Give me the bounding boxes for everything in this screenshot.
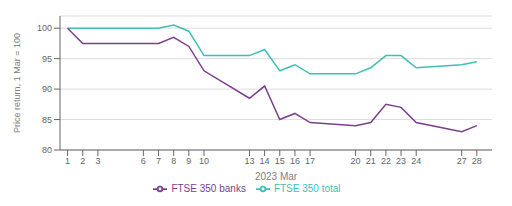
svg-text:16: 16 xyxy=(290,156,300,166)
svg-text:7: 7 xyxy=(156,156,161,166)
svg-text:9: 9 xyxy=(186,156,191,166)
svg-text:23: 23 xyxy=(396,156,406,166)
svg-text:90: 90 xyxy=(42,84,52,94)
svg-text:3: 3 xyxy=(95,156,100,166)
svg-text:10: 10 xyxy=(199,156,209,166)
svg-text:6: 6 xyxy=(141,156,146,166)
svg-text:14: 14 xyxy=(260,156,270,166)
svg-text:80: 80 xyxy=(42,145,52,155)
svg-text:22: 22 xyxy=(381,156,391,166)
svg-text:Price return, 1 Mar = 100: Price return, 1 Mar = 100 xyxy=(12,33,22,133)
html-text:FTSE 350 banks: FTSE 350 banks xyxy=(171,182,246,194)
svg-text:17: 17 xyxy=(305,156,315,166)
svg-text:27: 27 xyxy=(457,156,467,166)
svg-text:2: 2 xyxy=(80,156,85,166)
svg-text:20: 20 xyxy=(351,156,361,166)
svg-text:13: 13 xyxy=(244,156,254,166)
svg-text:21: 21 xyxy=(366,156,376,166)
html-text:FTSE 350 total: FTSE 350 total xyxy=(273,182,341,194)
svg-text:8: 8 xyxy=(171,156,176,166)
svg-text:28: 28 xyxy=(472,156,482,166)
svg-text:95: 95 xyxy=(42,54,52,64)
svg-text:85: 85 xyxy=(42,115,52,125)
svg-text:100: 100 xyxy=(37,23,52,33)
svg-text:15: 15 xyxy=(275,156,285,166)
svg-text:24: 24 xyxy=(411,156,421,166)
svg-text:2023 Mar: 2023 Mar xyxy=(255,171,298,182)
svg-text:1: 1 xyxy=(65,156,70,166)
